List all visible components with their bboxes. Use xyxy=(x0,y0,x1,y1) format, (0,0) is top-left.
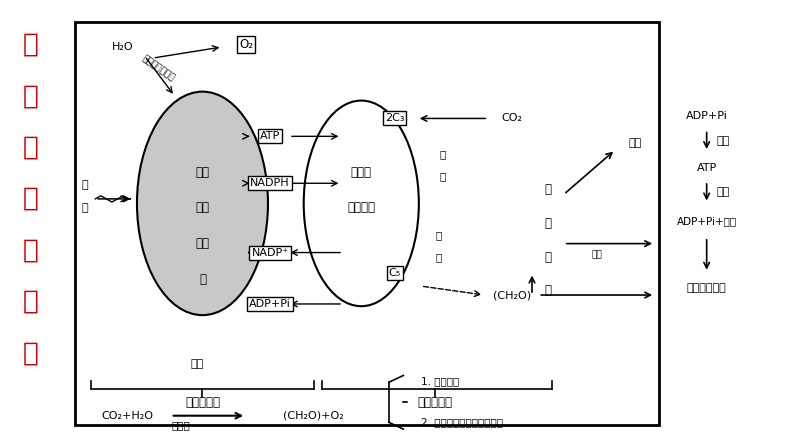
Text: CO₂+H₂O: CO₂+H₂O xyxy=(101,411,153,421)
Text: 叶绿体: 叶绿体 xyxy=(172,421,191,430)
Text: 体中: 体中 xyxy=(195,201,210,215)
Text: 作: 作 xyxy=(22,135,38,160)
Text: 用: 用 xyxy=(22,186,38,212)
Text: 素: 素 xyxy=(199,273,206,286)
Text: 叶绿: 叶绿 xyxy=(195,165,210,179)
Ellipse shape xyxy=(304,101,419,306)
Text: 呼: 呼 xyxy=(545,250,551,264)
Text: 分解: 分解 xyxy=(716,187,730,197)
Text: 原: 原 xyxy=(22,289,38,315)
Text: 定: 定 xyxy=(440,172,446,181)
Text: ATP: ATP xyxy=(696,163,717,173)
Text: 热能: 热能 xyxy=(629,138,642,148)
Text: 光: 光 xyxy=(22,32,38,58)
Text: 1. 元素去向: 1. 元素去向 xyxy=(421,376,459,386)
Text: 还: 还 xyxy=(436,230,442,240)
Text: 合: 合 xyxy=(22,83,38,109)
Text: 原: 原 xyxy=(436,252,442,262)
Text: (CH₂O): (CH₂O) xyxy=(493,290,531,300)
Text: ADP+Pi: ADP+Pi xyxy=(249,299,291,309)
Text: (CH₂O)+O₂: (CH₂O)+O₂ xyxy=(283,411,344,421)
Text: 水在光下的分解: 水在光下的分解 xyxy=(141,54,177,82)
Text: CO₂: CO₂ xyxy=(502,114,522,123)
Text: 吸: 吸 xyxy=(545,284,551,297)
Text: 细: 细 xyxy=(545,183,551,197)
Text: C₅: C₅ xyxy=(388,268,401,278)
Text: 2C₃: 2C₃ xyxy=(385,114,404,123)
Text: 的: 的 xyxy=(22,237,38,263)
Text: 光: 光 xyxy=(82,181,88,190)
Text: 各项生命活动: 各项生命活动 xyxy=(687,283,727,293)
Text: ADP+Pi: ADP+Pi xyxy=(686,111,727,121)
Text: 能量: 能量 xyxy=(592,250,603,259)
Text: 光反应阶段: 光反应阶段 xyxy=(185,396,220,409)
Text: 的色: 的色 xyxy=(195,237,210,250)
Text: O₂: O₂ xyxy=(239,38,253,51)
Ellipse shape xyxy=(137,92,268,315)
Text: 多种酶: 多种酶 xyxy=(351,165,372,179)
FancyBboxPatch shape xyxy=(75,22,659,425)
Text: NADP⁺: NADP⁺ xyxy=(252,248,288,257)
Text: 光能: 光能 xyxy=(191,359,203,369)
Text: 合成: 合成 xyxy=(716,136,730,146)
Text: 暗反应阶段: 暗反应阶段 xyxy=(418,396,453,409)
Text: ATP: ATP xyxy=(260,131,280,141)
Text: 固: 固 xyxy=(440,149,446,159)
Text: 2. 条件改变时物质含量变化: 2. 条件改变时物质含量变化 xyxy=(421,417,503,427)
Text: 参加催化: 参加催化 xyxy=(347,201,376,215)
Text: H₂O: H₂O xyxy=(112,42,134,52)
Text: ADP+Pi+能量: ADP+Pi+能量 xyxy=(676,216,737,226)
Text: NADPH: NADPH xyxy=(250,178,290,188)
Text: 理: 理 xyxy=(22,340,38,366)
Text: 胞: 胞 xyxy=(545,217,551,230)
Text: 能: 能 xyxy=(82,203,88,213)
